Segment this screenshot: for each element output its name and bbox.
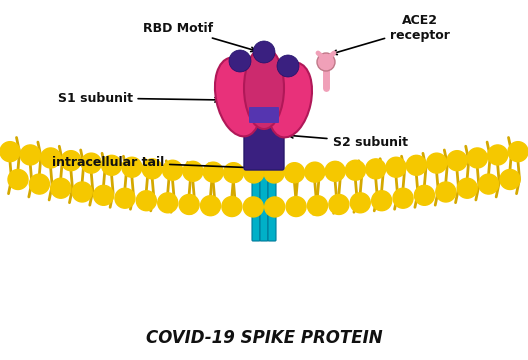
Circle shape: [122, 157, 142, 177]
Circle shape: [436, 182, 456, 202]
Circle shape: [325, 161, 345, 181]
FancyBboxPatch shape: [260, 164, 268, 241]
Circle shape: [203, 162, 223, 182]
Circle shape: [30, 174, 50, 194]
Text: COVID-19 SPIKE PROTEIN: COVID-19 SPIKE PROTEIN: [146, 329, 382, 347]
Circle shape: [223, 163, 243, 183]
Text: S1 subunit: S1 subunit: [58, 91, 219, 104]
FancyBboxPatch shape: [244, 118, 284, 170]
Circle shape: [307, 196, 327, 216]
Ellipse shape: [244, 47, 284, 129]
Circle shape: [285, 163, 305, 183]
Ellipse shape: [268, 63, 312, 138]
Circle shape: [222, 197, 242, 216]
Circle shape: [478, 174, 498, 194]
Circle shape: [317, 53, 335, 71]
Circle shape: [407, 155, 427, 175]
Circle shape: [350, 193, 370, 213]
Circle shape: [253, 41, 275, 63]
Ellipse shape: [215, 58, 261, 136]
Circle shape: [93, 185, 114, 205]
Circle shape: [101, 155, 121, 175]
Circle shape: [81, 153, 101, 173]
Circle shape: [467, 148, 487, 168]
Circle shape: [0, 142, 20, 162]
Circle shape: [179, 194, 199, 215]
Text: ACE2
receptor: ACE2 receptor: [333, 14, 450, 55]
Circle shape: [61, 151, 81, 171]
Circle shape: [136, 191, 156, 211]
Circle shape: [158, 193, 178, 213]
Circle shape: [183, 161, 203, 181]
Text: intracellular tail: intracellular tail: [52, 156, 254, 170]
Circle shape: [386, 157, 406, 177]
Circle shape: [500, 170, 520, 189]
Circle shape: [329, 194, 349, 215]
Circle shape: [51, 178, 71, 198]
Circle shape: [286, 197, 306, 216]
Circle shape: [243, 197, 263, 217]
Circle shape: [229, 50, 251, 72]
Circle shape: [372, 191, 392, 211]
Circle shape: [414, 185, 435, 205]
FancyBboxPatch shape: [268, 164, 276, 241]
Circle shape: [345, 160, 365, 180]
Circle shape: [366, 159, 386, 179]
Text: S2 subunit: S2 subunit: [289, 134, 408, 149]
Circle shape: [72, 182, 92, 202]
Circle shape: [142, 159, 162, 179]
Circle shape: [244, 163, 264, 183]
Circle shape: [277, 55, 299, 77]
Circle shape: [115, 188, 135, 208]
Circle shape: [305, 162, 325, 182]
FancyBboxPatch shape: [252, 164, 260, 241]
Circle shape: [508, 142, 528, 162]
FancyBboxPatch shape: [249, 107, 279, 123]
Circle shape: [41, 148, 61, 168]
Circle shape: [393, 188, 413, 208]
Circle shape: [264, 163, 284, 183]
Circle shape: [447, 151, 467, 171]
Circle shape: [8, 170, 28, 189]
Circle shape: [20, 145, 40, 165]
Circle shape: [427, 153, 447, 173]
Text: RBD Motif: RBD Motif: [143, 22, 256, 51]
Circle shape: [488, 145, 508, 165]
Circle shape: [163, 160, 183, 180]
Circle shape: [201, 196, 221, 216]
Circle shape: [457, 178, 477, 198]
Circle shape: [265, 197, 285, 217]
